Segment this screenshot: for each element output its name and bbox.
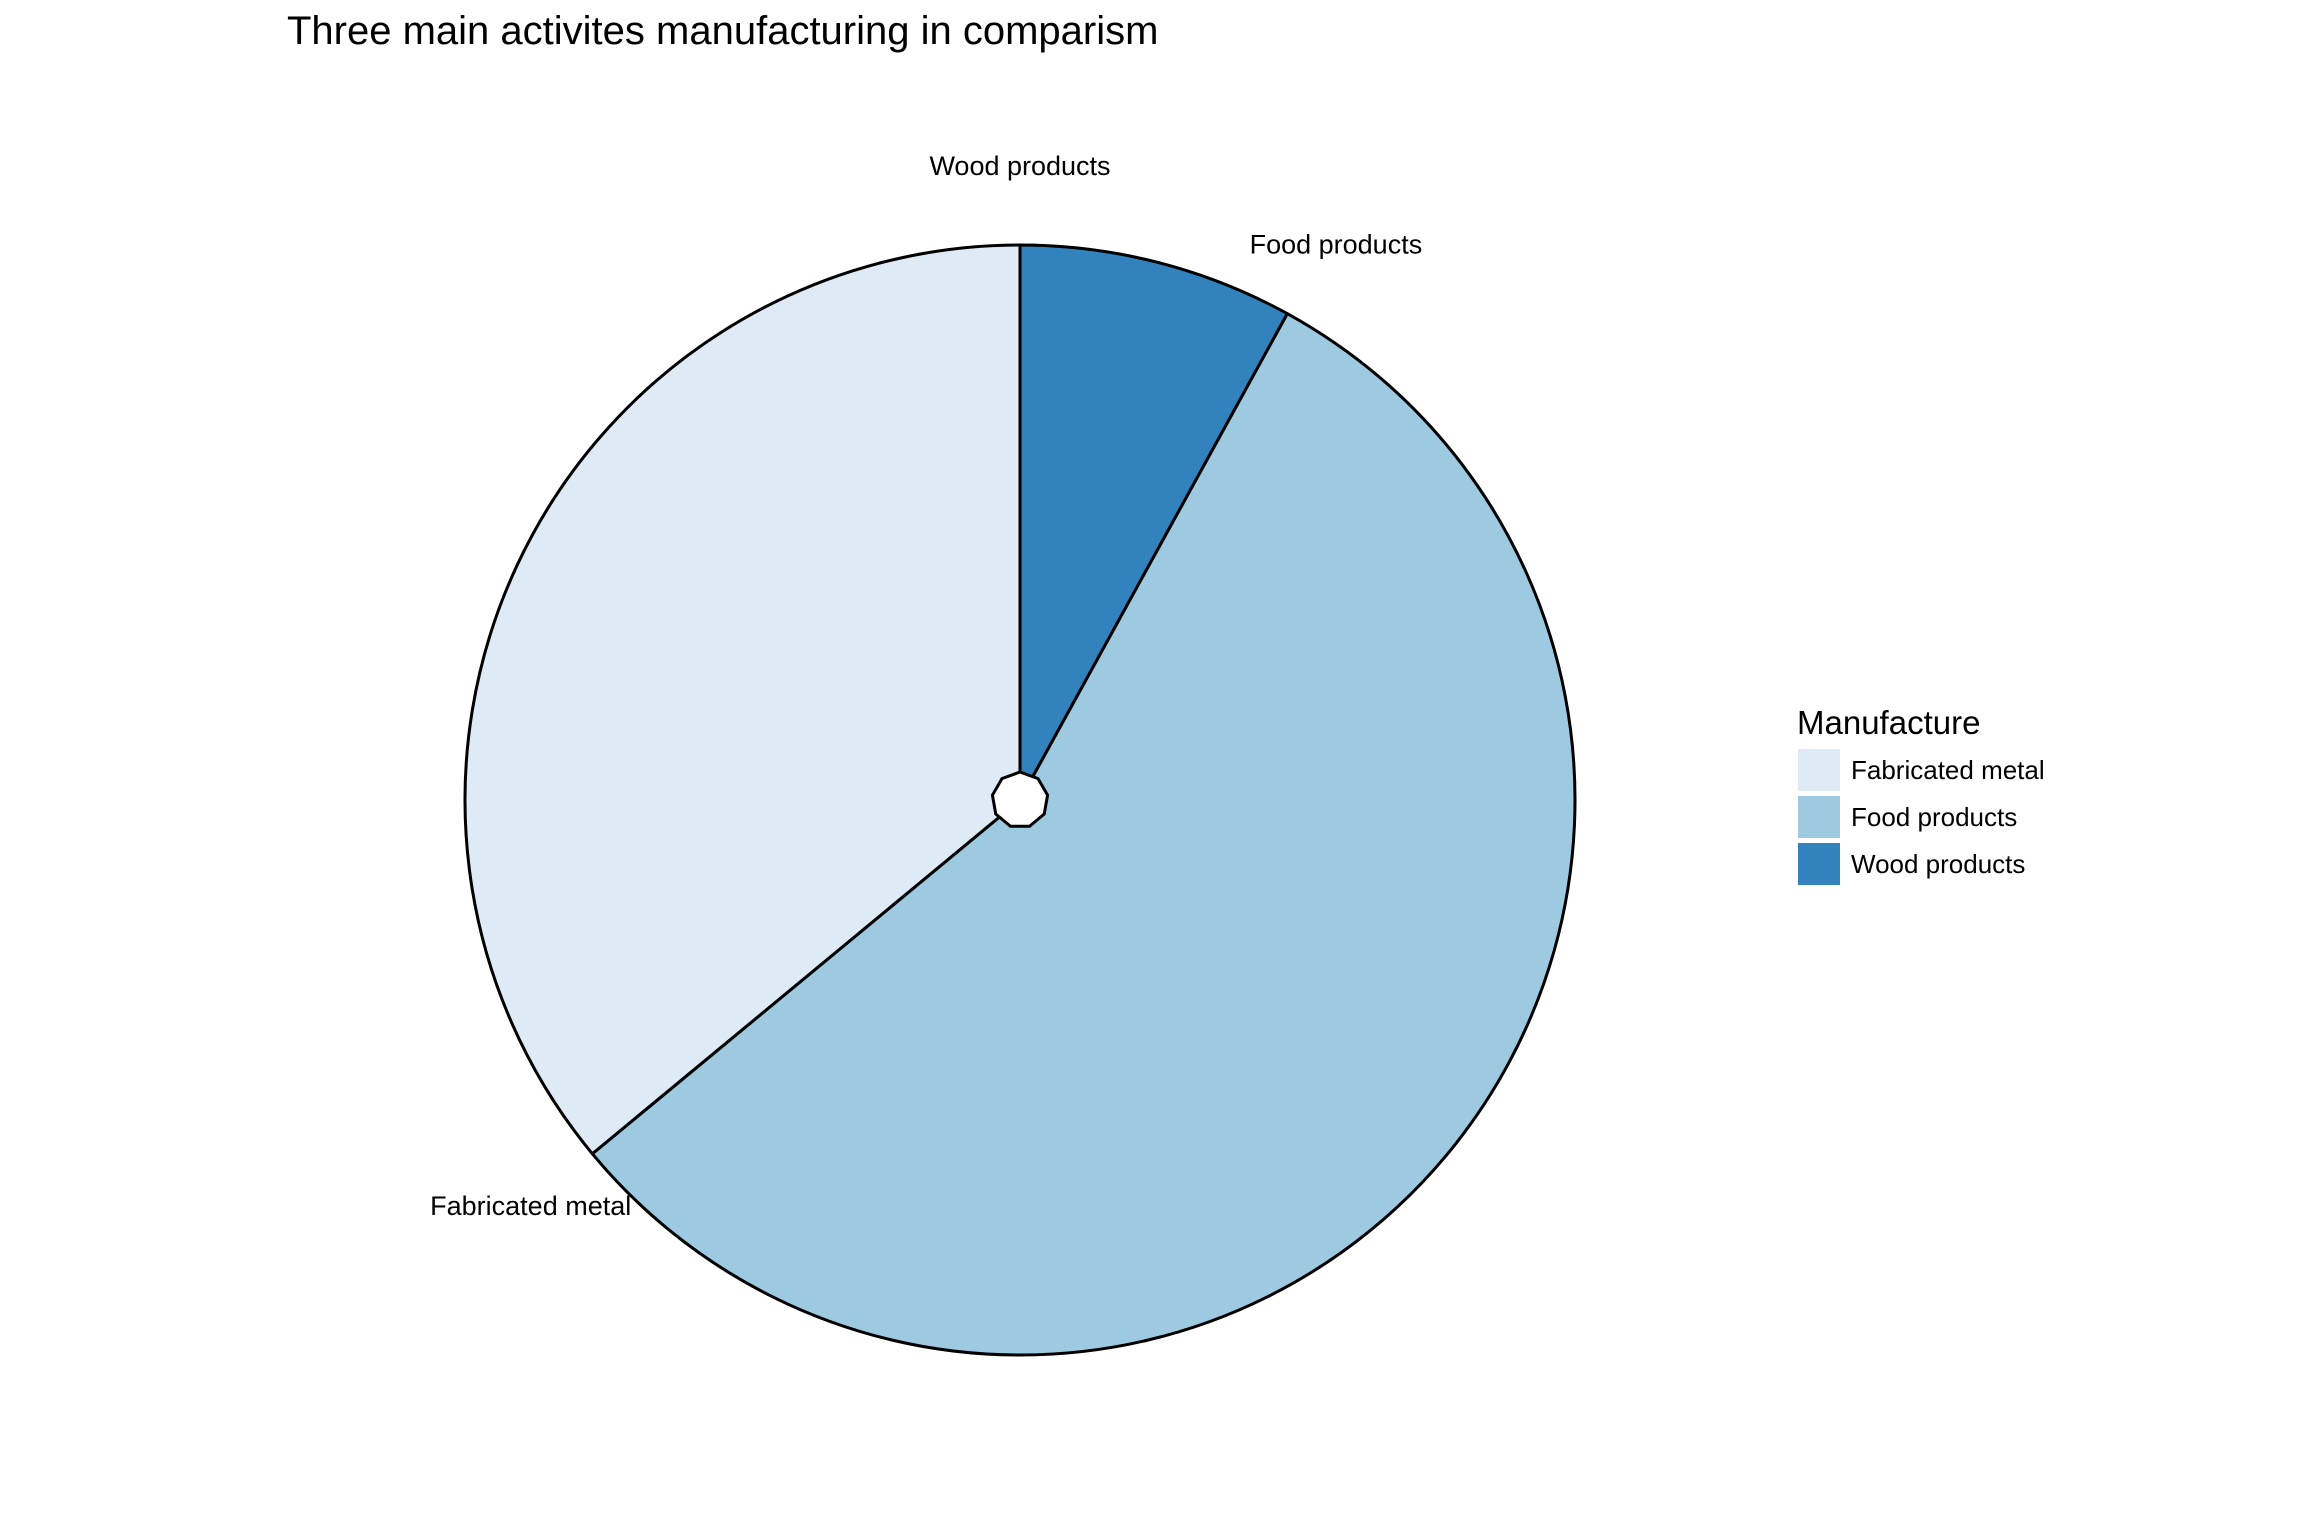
legend-swatch-fabricated-metal xyxy=(1796,747,1842,793)
legend: Manufacture Fabricated metal Food product… xyxy=(1796,704,2045,887)
legend-swatch-wood-products xyxy=(1796,841,1842,887)
legend-items: Fabricated metal Food products Wood produc… xyxy=(1796,747,2045,887)
pie-center-hole xyxy=(990,770,1050,828)
pie-slices xyxy=(463,243,1577,1357)
slice-label-fabricated-metal: Fabricated metal xyxy=(430,1191,631,1221)
legend-label-fabricated-metal: Fabricated metal xyxy=(1851,755,2045,785)
slice-label-food-products: Food products xyxy=(1250,230,1423,260)
chart-title: Three main activites manufacturing in co… xyxy=(287,9,1158,53)
pie-slice-food-products xyxy=(590,312,1577,1357)
pie-slice-wood-products xyxy=(1018,243,1289,802)
legend-swatch-food-products xyxy=(1796,794,1842,840)
slice-label-wood-products: Wood products xyxy=(929,151,1110,181)
legend-label-food-products: Food products xyxy=(1851,802,2017,832)
pie-slice-fabricated-metal xyxy=(463,243,1022,1156)
legend-label-wood-products: Wood products xyxy=(1851,849,2025,879)
legend-title: Manufacture xyxy=(1797,704,1980,741)
pie-slice-labels: Wood products Food products Fabricated met… xyxy=(430,151,1422,1221)
